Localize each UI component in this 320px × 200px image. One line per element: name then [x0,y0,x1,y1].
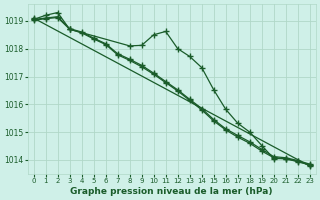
X-axis label: Graphe pression niveau de la mer (hPa): Graphe pression niveau de la mer (hPa) [70,187,273,196]
